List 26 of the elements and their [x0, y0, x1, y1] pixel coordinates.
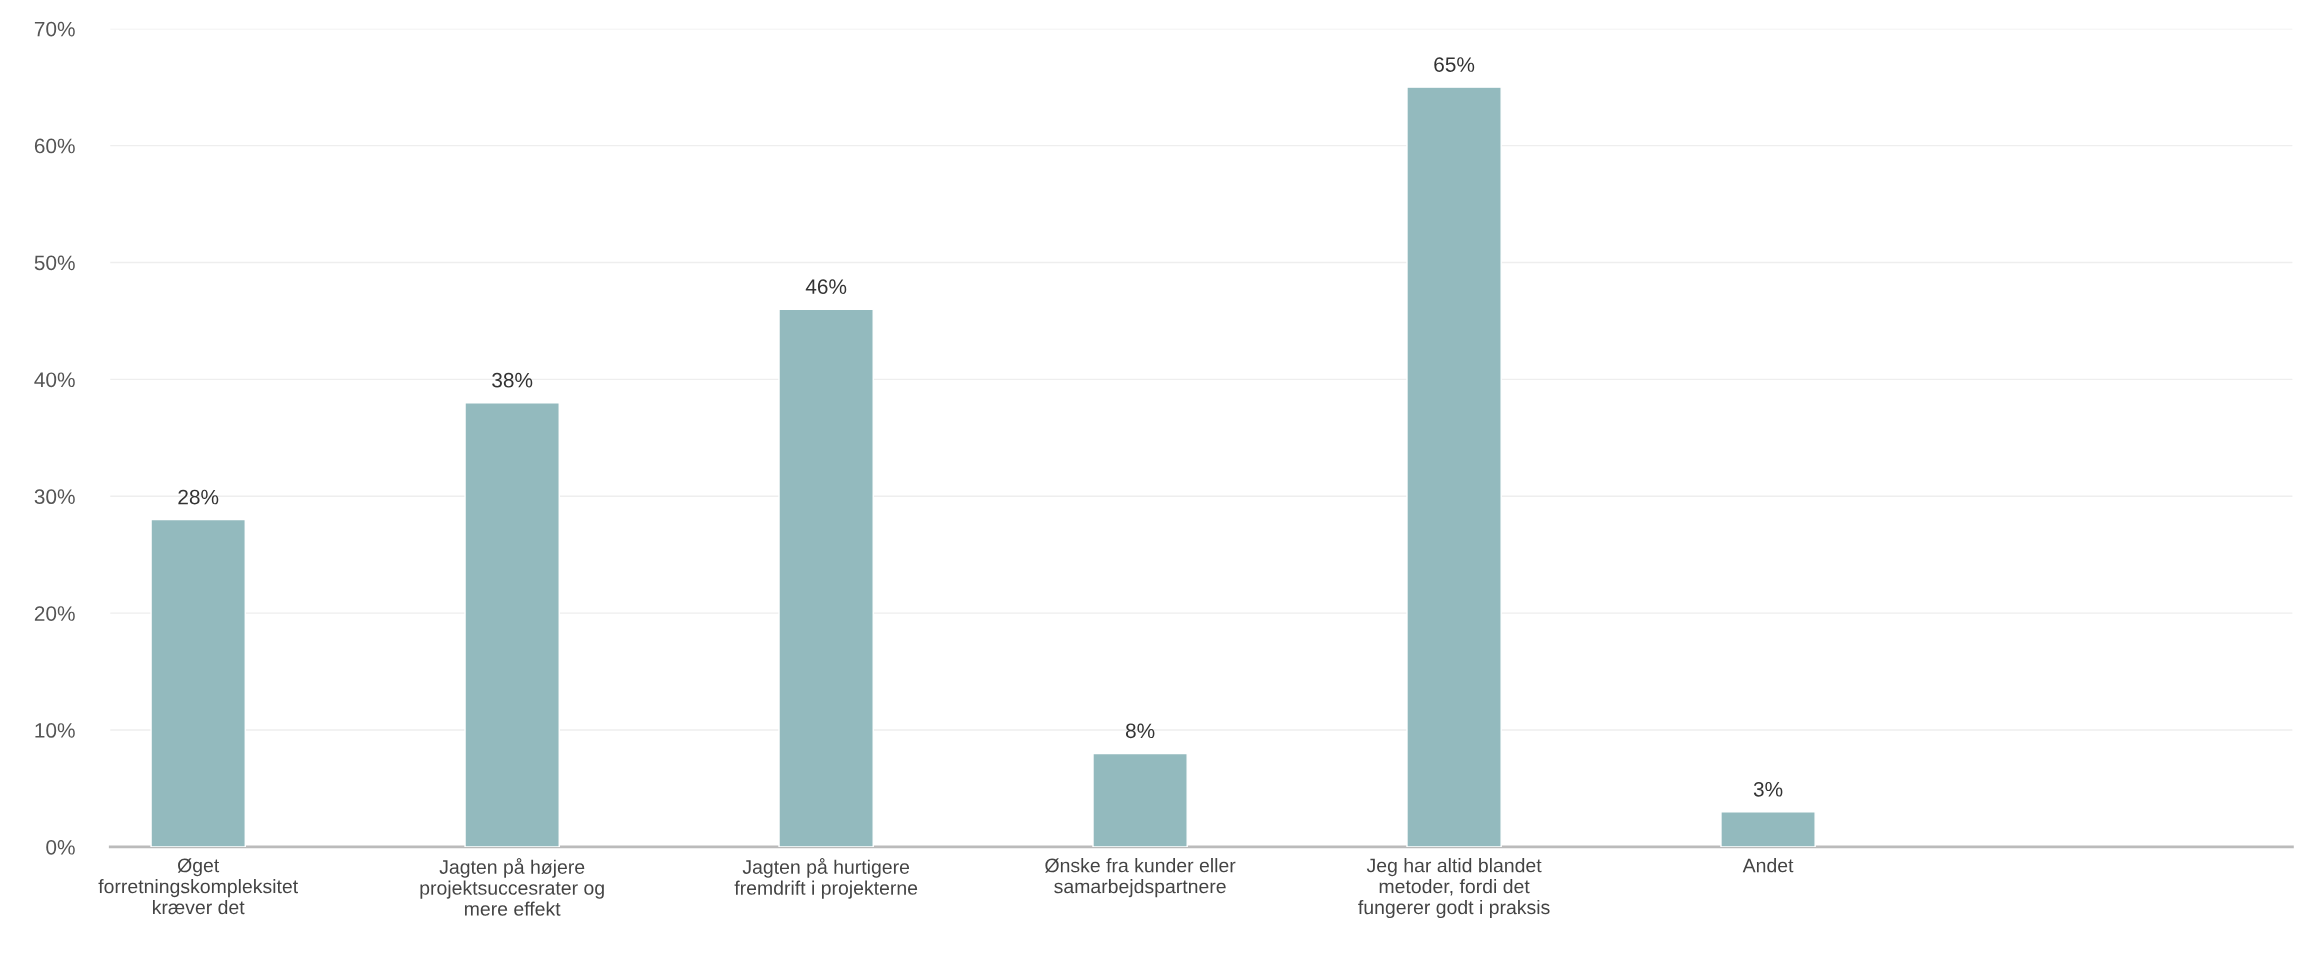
y-tick-label: 40%	[34, 372, 75, 388]
x-tick-label: Ønske fra kunder eller samarbejdspartnere	[1045, 858, 1236, 898]
x-tick-label: Jagten på hurtigere fremdrift i projekterne	[734, 858, 918, 899]
x-tick-label: Øget forretningskompleksitet kræver det	[98, 858, 298, 915]
x-tick-label: Jeg har altid blandet metoder, fordi det fungerer godt i praksis	[1358, 858, 1550, 919]
y-tick-label: 50%	[34, 255, 75, 271]
x-tick-label: Andet	[1742, 858, 1794, 873]
data-label: 65%	[1434, 57, 1475, 72]
y-tick-label: 20%	[34, 606, 75, 621]
bar	[464, 402, 560, 847]
data-label: 28%	[178, 489, 219, 505]
y-tick-label: 70%	[34, 21, 75, 37]
bar	[1720, 811, 1816, 847]
y-tick-label: 30%	[34, 489, 75, 505]
bar	[778, 308, 874, 847]
y-tick-label: 60%	[34, 138, 75, 154]
y-tick-label: 0%	[46, 839, 75, 855]
data-label: 46%	[805, 279, 847, 295]
data-label: 38%	[492, 372, 533, 388]
data-label: 3%	[1753, 781, 1783, 797]
x-tick-label: Jagten på højere projektsuccesrater og mere effekt	[420, 858, 604, 916]
y-tick-label: 10%	[35, 723, 75, 738]
bar	[150, 518, 246, 847]
data-label: 8%	[1125, 723, 1155, 739]
bar	[1092, 752, 1188, 847]
bar	[1406, 86, 1502, 847]
